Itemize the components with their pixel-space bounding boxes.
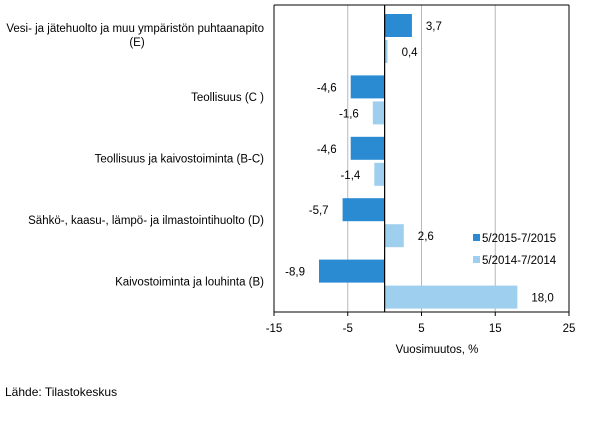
category-label: Kaivostoiminta ja louhinta (B) xyxy=(115,276,264,288)
data-label: 2,6 xyxy=(418,231,434,243)
x-tick-label: 25 xyxy=(563,323,576,335)
x-axis-title: Vuosimuutos, % xyxy=(396,344,479,356)
category-label: Teollisuus ja kaivostoiminta (B-C) xyxy=(95,154,265,166)
data-label: 18,0 xyxy=(531,293,553,305)
bar xyxy=(372,101,385,125)
bar xyxy=(350,136,385,160)
legend-swatch xyxy=(473,256,480,263)
source-note: Lähde: Tilastokeskus xyxy=(5,385,118,399)
data-label: -4,6 xyxy=(317,144,337,156)
data-label: 3,7 xyxy=(426,21,442,33)
bar xyxy=(318,259,385,283)
bar xyxy=(374,162,385,186)
data-label: 0,4 xyxy=(402,47,419,59)
category-label: (E) xyxy=(129,37,145,49)
category-label: Sähkö-, kaasu-, lämpö- ja ilmastointihuo… xyxy=(28,215,264,227)
legend-swatch xyxy=(473,234,480,241)
legend-label: 5/2015-7/2015 xyxy=(482,233,556,245)
x-tick-label: -15 xyxy=(266,323,283,335)
bar xyxy=(384,224,404,248)
data-label: -1,4 xyxy=(340,170,360,182)
bar xyxy=(384,14,412,37)
legend-label: 5/2014-7/2014 xyxy=(482,255,557,267)
x-tick-label: 15 xyxy=(489,323,502,335)
bar xyxy=(384,285,518,309)
data-label: -1,6 xyxy=(339,108,359,120)
data-label: -4,6 xyxy=(317,82,337,94)
bar xyxy=(342,198,385,222)
x-tick-label: -5 xyxy=(343,323,353,335)
data-label: -5,7 xyxy=(309,205,329,217)
category-label: Teollisuus (C ) xyxy=(191,92,264,104)
bar xyxy=(384,40,388,63)
data-label: -8,9 xyxy=(285,267,305,279)
bar xyxy=(350,75,385,99)
category-label: Vesi- ja jätehuolto ja muu ympäristön pu… xyxy=(6,23,264,35)
x-tick-label: 5 xyxy=(418,323,424,335)
